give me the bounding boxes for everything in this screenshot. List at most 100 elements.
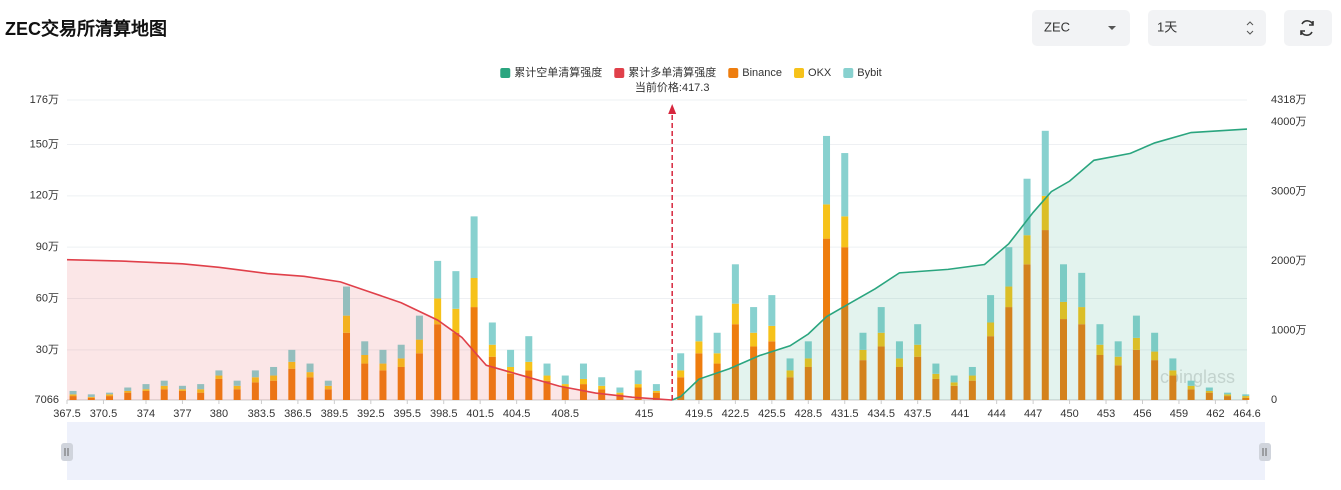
slider-handle[interactable]: [61, 443, 73, 461]
bar: [160, 389, 168, 400]
bar: [987, 336, 995, 400]
bar: [197, 392, 205, 400]
button-box[interactable]: [1284, 10, 1332, 46]
x-tick-label: 377: [173, 408, 191, 420]
bar: [677, 353, 685, 371]
x-tick-label: 425.5: [758, 408, 786, 420]
x-tick-label: 401.5: [466, 408, 494, 420]
y-tick-label: 2000万: [1271, 255, 1306, 267]
select-box[interactable]: [1032, 10, 1130, 46]
bar: [579, 378, 587, 385]
x-tick-label: 370.5: [90, 408, 118, 420]
bar: [786, 377, 794, 400]
x-tick-label: 428.5: [795, 408, 823, 420]
y-tick-label: 30万: [36, 344, 59, 356]
bar: [1187, 385, 1195, 390]
legend-swatch: [794, 68, 805, 78]
refresh-icon: [1300, 20, 1314, 36]
bar: [1005, 247, 1013, 287]
bar: [178, 390, 186, 400]
bar: [859, 360, 867, 400]
bar: [731, 264, 739, 304]
legend-item: 累计空单清算强度: [500, 65, 602, 79]
legend-swatch: [843, 68, 854, 78]
bar: [823, 135, 831, 205]
bar: [731, 303, 739, 325]
bar: [950, 382, 958, 386]
bar: [950, 375, 958, 383]
bar: [1078, 324, 1086, 400]
bar: [634, 384, 642, 388]
bar: [616, 392, 624, 395]
x-tick-label: 464.6: [1233, 408, 1261, 420]
bar: [270, 380, 278, 400]
select-value: 1天: [1157, 19, 1177, 34]
bar: [652, 384, 660, 391]
bar: [415, 315, 423, 340]
legend-label: 累计空单清算强度: [514, 65, 602, 79]
bar: [561, 384, 569, 388]
bar: [823, 204, 831, 239]
bar: [1224, 392, 1232, 395]
bar: [452, 271, 460, 309]
bar: [1023, 235, 1031, 265]
x-tick-label: 459: [1170, 408, 1188, 420]
refresh-button[interactable]: [1284, 10, 1332, 46]
symbol-select[interactable]: ZEC: [1032, 10, 1130, 46]
bar: [731, 324, 739, 400]
bar: [1114, 365, 1122, 400]
bar: [1114, 356, 1122, 366]
bar: [288, 368, 296, 400]
bar: [1114, 341, 1122, 357]
arrow-head: [668, 104, 677, 114]
bar: [1059, 319, 1067, 400]
bar: [543, 363, 551, 376]
bar: [598, 377, 606, 386]
bar: [142, 389, 150, 391]
bar: [215, 378, 223, 400]
bar: [968, 375, 976, 381]
caret: [1108, 26, 1116, 30]
bar: [561, 375, 569, 385]
bar: [1023, 178, 1031, 236]
bar: [415, 339, 423, 354]
bar: [914, 324, 922, 345]
bar: [877, 346, 885, 400]
bar: [859, 332, 867, 350]
select-box[interactable]: [1148, 10, 1266, 46]
bar: [713, 353, 721, 364]
x-tick-label: 453: [1097, 408, 1115, 420]
bar: [397, 358, 405, 367]
bar: [932, 373, 940, 379]
bar: [768, 295, 776, 326]
bar: [841, 247, 849, 400]
bar: [968, 366, 976, 376]
y-tick-label: 4000万: [1271, 116, 1306, 128]
bar: [87, 394, 95, 397]
slider-handle[interactable]: [1259, 443, 1271, 461]
zoom-slider[interactable]: [67, 422, 1265, 480]
bar: [677, 370, 685, 378]
bar: [1187, 389, 1195, 400]
legend-item: Bybit: [843, 67, 882, 79]
bar: [1242, 396, 1250, 398]
y-tick-label: 60万: [36, 292, 59, 304]
bar: [142, 390, 150, 400]
interval-select[interactable]: 1天: [1148, 10, 1266, 46]
bar: [1132, 315, 1140, 338]
bar: [343, 332, 351, 400]
x-tick-label: 422.5: [722, 408, 750, 420]
bar: [525, 370, 533, 400]
y-tick-label: 0: [1271, 394, 1277, 406]
bar: [124, 390, 132, 393]
bar: [598, 385, 606, 390]
x-tick-label: 404.5: [503, 408, 531, 420]
bar: [434, 260, 442, 299]
x-tick-label: 380: [210, 408, 228, 420]
bar: [561, 387, 569, 400]
y-tick-label: 1000万: [1271, 324, 1306, 336]
x-tick-label: 395.5: [394, 408, 422, 420]
bar: [695, 353, 703, 400]
bar: [1096, 324, 1104, 345]
x-tick-label: 367.5: [53, 408, 81, 420]
